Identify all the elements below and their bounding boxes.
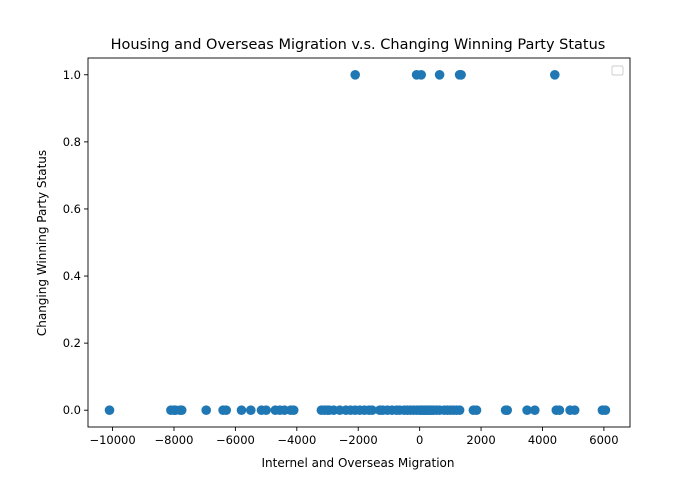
data-point xyxy=(350,70,361,80)
data-point xyxy=(434,70,445,80)
y-tick-label: 1.0 xyxy=(63,68,81,82)
x-tick-label: −8000 xyxy=(155,433,194,447)
data-point xyxy=(261,405,271,416)
data-point xyxy=(288,405,299,416)
data-point xyxy=(550,70,560,80)
x-tick-label: −6000 xyxy=(216,433,255,447)
y-tick-label: 0.0 xyxy=(63,403,81,417)
data-point xyxy=(522,405,532,416)
legend-box xyxy=(611,65,624,76)
plot-frame xyxy=(87,57,631,428)
x-tick-label: 6000 xyxy=(589,433,618,447)
data-point xyxy=(176,405,187,416)
data-point xyxy=(456,70,466,80)
data-point xyxy=(554,405,565,416)
data-point xyxy=(246,405,256,416)
x-tick-label: −4000 xyxy=(277,433,316,447)
data-point xyxy=(416,70,427,80)
y-tick-label: 0.4 xyxy=(63,269,81,283)
data-point xyxy=(471,405,482,416)
x-axis-label: Internel and Overseas Migration xyxy=(262,456,455,470)
x-tick-label: −10000 xyxy=(89,433,135,447)
y-axis-label: Changing Winning Party Status xyxy=(35,150,49,336)
data-point xyxy=(569,405,580,416)
x-axis: −10000 −8000 −6000 −4000 −2000 0 2000 4000 6000 xyxy=(89,427,619,447)
chart-title: Housing and Overseas Migration v.s. Chan… xyxy=(111,37,606,53)
y-tick-label: 0.8 xyxy=(63,135,81,149)
data-point xyxy=(201,405,211,416)
x-tick-label: 2000 xyxy=(466,433,495,447)
data-point xyxy=(454,405,465,416)
x-tick-label: 4000 xyxy=(528,433,557,447)
data-point xyxy=(502,405,512,416)
y-tick-label: 0.2 xyxy=(63,336,81,350)
data-point xyxy=(367,405,377,416)
data-point xyxy=(221,405,231,416)
plot-points xyxy=(104,70,611,416)
data-point xyxy=(600,405,611,416)
data-point xyxy=(104,405,115,416)
y-tick-label: 0.6 xyxy=(63,202,81,216)
x-tick-label: −2000 xyxy=(339,433,378,447)
data-point xyxy=(530,405,540,416)
x-tick-label: 0 xyxy=(416,433,423,447)
data-point xyxy=(236,405,247,416)
y-axis: 0.0 0.2 0.4 0.6 0.8 1.0 xyxy=(63,68,88,417)
